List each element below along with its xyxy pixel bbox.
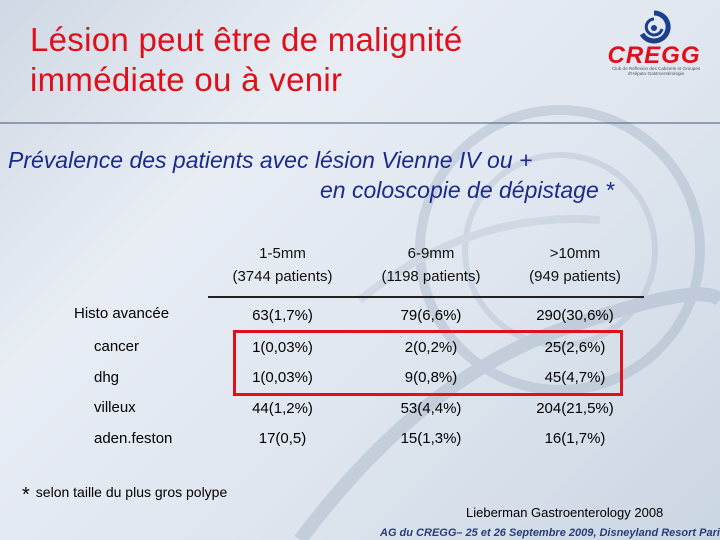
footnote: * selon taille du plus gros polype bbox=[22, 484, 227, 507]
header-rule bbox=[208, 296, 644, 298]
table-cell: 44(1,2%) bbox=[252, 400, 313, 417]
column-header-1: 1-5mm (3744 patients) bbox=[215, 242, 350, 288]
column-size: 1-5mm bbox=[259, 245, 306, 262]
table-cell: 204(21,5%) bbox=[536, 400, 614, 417]
subtitle-line-2: en coloscopie de dépistage * bbox=[320, 177, 615, 203]
table-cell: 17(0,5) bbox=[258, 430, 307, 447]
logo-name: CREGG bbox=[607, 42, 701, 69]
table-cell: 15(1,3%) bbox=[400, 430, 462, 447]
table-cell: 16(1,7%) bbox=[544, 430, 606, 447]
column-header-3: >10mm (949 patients) bbox=[510, 242, 640, 288]
table-cell: 2(0,2%) bbox=[404, 339, 458, 356]
table-cell: 25(2,6%) bbox=[544, 339, 606, 356]
column-header-2: 6-9mm (1198 patients) bbox=[363, 242, 499, 288]
slide-title: Lésion peut être de malignité immédiate … bbox=[30, 20, 462, 100]
logo-swirl-icon bbox=[639, 10, 671, 44]
column-size: 6-9mm bbox=[407, 245, 455, 262]
row-label-villeux: villeux bbox=[94, 399, 136, 416]
table-cell: 1(0,03%) bbox=[252, 369, 313, 386]
table-cell: 45(4,7%) bbox=[544, 369, 606, 386]
row-label-histo-avancee: Histo avancée bbox=[74, 305, 170, 322]
table-cell: 1(0,03%) bbox=[252, 339, 313, 356]
cregg-logo: CREGG Club de Réflexion des Cabinets et … bbox=[598, 10, 710, 80]
table-cell: 79(6,6%) bbox=[400, 307, 462, 324]
column-size: >10mm bbox=[549, 245, 601, 262]
row-label-aden-feston: aden.feston bbox=[94, 430, 173, 447]
subtitle-line-1: Prévalence des patients avec lésion Vien… bbox=[8, 147, 533, 173]
table-cell: 53(4,4%) bbox=[400, 400, 462, 417]
table-cell: 63(1,7%) bbox=[252, 307, 313, 324]
column-patients: (949 patients) bbox=[529, 268, 621, 285]
column-patients: (3744 patients) bbox=[232, 268, 333, 285]
reference: Lieberman Gastroenterology 2008 bbox=[466, 505, 664, 520]
table-cell: 9(0,8%) bbox=[404, 369, 458, 386]
conference-footer: AG du CREGG– 25 et 26 Septembre 2009, Di… bbox=[380, 527, 720, 539]
column-patients: (1198 patients) bbox=[381, 268, 481, 285]
slide-subtitle: Prévalence des patients avec lésion Vien… bbox=[8, 145, 614, 203]
footnote-text: selon taille du plus gros polype bbox=[35, 484, 228, 500]
highlight-box bbox=[233, 330, 623, 396]
logo-subtitle: Club de Réflexion des Cabinets et Groupe… bbox=[611, 66, 701, 76]
title-line-2: immédiate ou à venir bbox=[30, 61, 343, 98]
table-cell: 290(30,6%) bbox=[536, 307, 614, 324]
row-label-dhg: dhg bbox=[94, 369, 120, 386]
title-line-1: Lésion peut être de malignité bbox=[30, 21, 463, 58]
footnote-star: * bbox=[22, 484, 30, 506]
title-divider bbox=[0, 122, 720, 124]
row-label-cancer: cancer bbox=[94, 338, 140, 355]
